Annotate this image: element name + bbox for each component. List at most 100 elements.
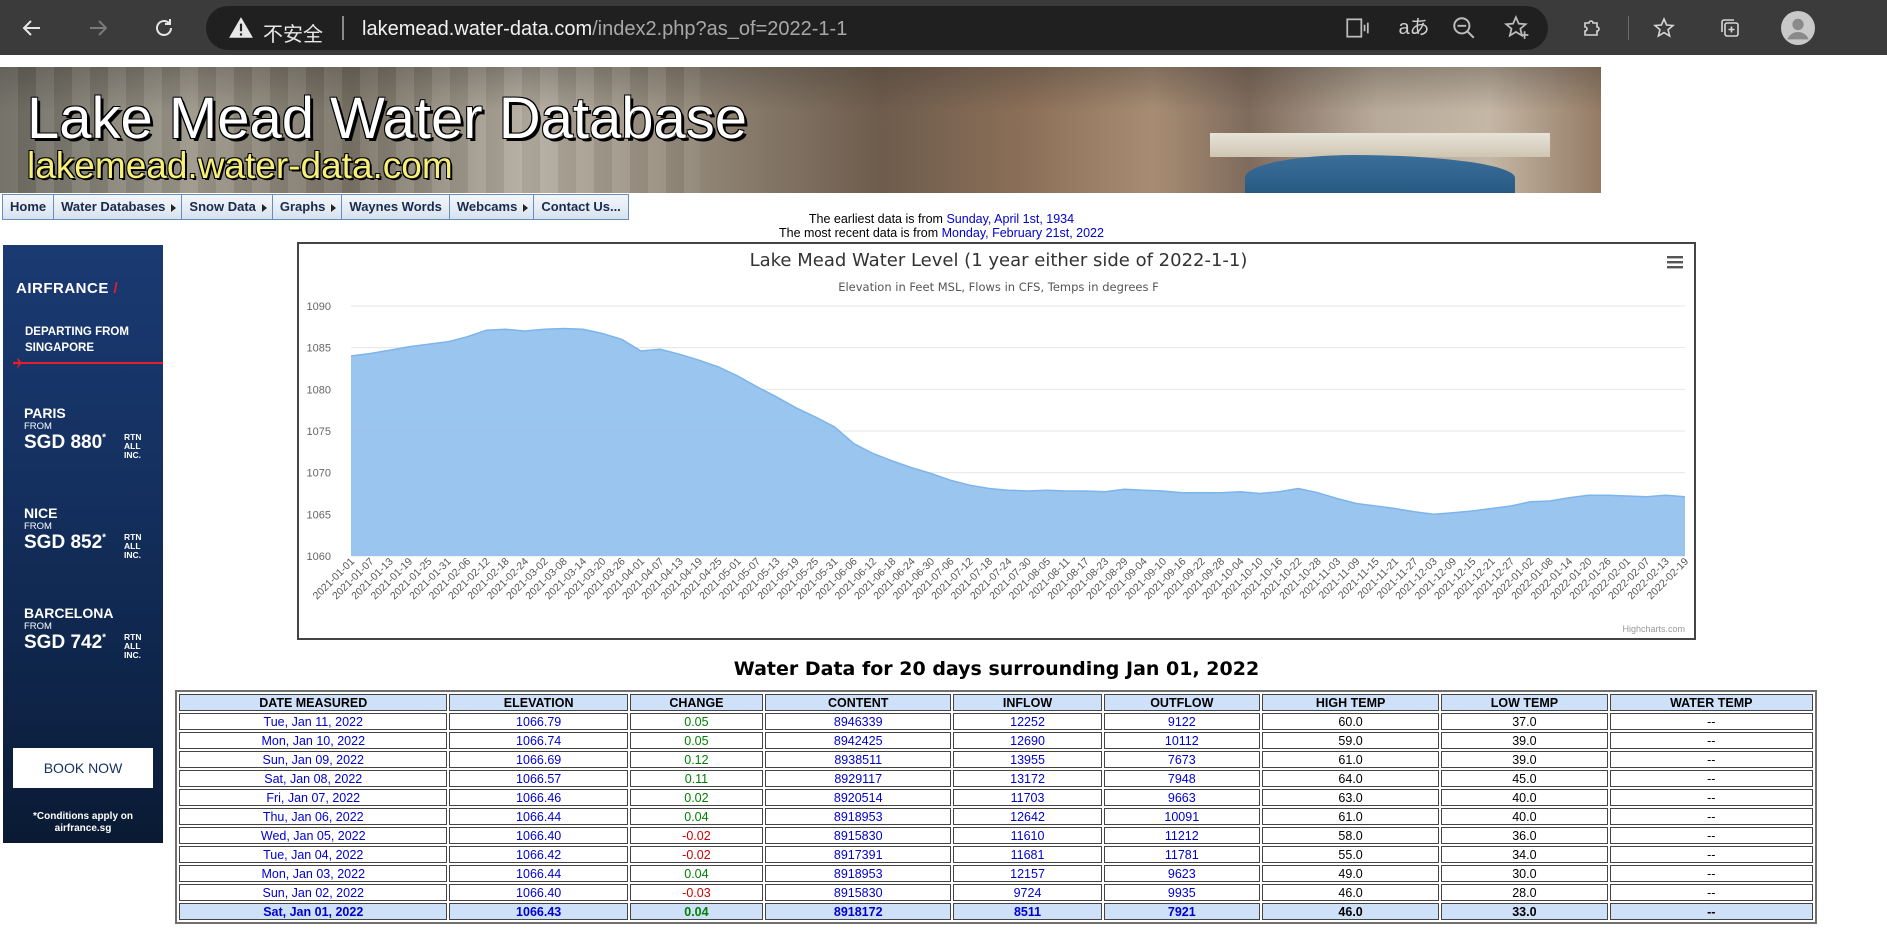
change-cell: -0.02 bbox=[629, 827, 764, 844]
change-cell: 0.02 bbox=[629, 789, 764, 806]
low-temp-cell: 45.0 bbox=[1441, 770, 1608, 787]
hamburger-icon[interactable] bbox=[1667, 256, 1683, 269]
table-title: Water Data for 20 days surrounding Jan 0… bbox=[733, 658, 1260, 680]
insecure-label[interactable]: 不安全 bbox=[263, 22, 323, 46]
ad-price-value: SGD 852 bbox=[24, 532, 103, 553]
low-temp-cell: 34.0 bbox=[1441, 846, 1608, 863]
ad-rtn: RTN ALL INC. bbox=[124, 433, 141, 460]
inflow-cell: 11610 bbox=[953, 827, 1102, 844]
y-tick-label: 1065 bbox=[307, 509, 331, 521]
book-now-button[interactable]: BOOK NOW bbox=[13, 748, 153, 788]
inflow-cell: 12252 bbox=[953, 713, 1102, 730]
recent-date-link[interactable]: Monday, February 21st, 2022 bbox=[941, 226, 1104, 240]
content-cell: 8929117 bbox=[765, 770, 952, 787]
inflow-cell: 12690 bbox=[953, 732, 1102, 749]
nav-graphs[interactable]: Graphs bbox=[271, 194, 343, 220]
collections-button[interactable] bbox=[1711, 9, 1749, 47]
read-aloud-icon[interactable] bbox=[1344, 15, 1370, 41]
date-cell[interactable]: Mon, Jan 03, 2022 bbox=[179, 865, 448, 882]
url-text[interactable]: lakemead.water-data.com/index2.php?as_of… bbox=[362, 18, 847, 41]
forward-button[interactable] bbox=[79, 9, 117, 47]
date-cell[interactable]: Sat, Jan 08, 2022 bbox=[179, 770, 448, 787]
nav-contact-us[interactable]: Contact Us... bbox=[533, 194, 629, 220]
address-separator bbox=[342, 16, 344, 40]
ad-price-mark: * bbox=[102, 632, 107, 644]
earliest-data-line: The earliest data is from Sunday, April … bbox=[0, 212, 1885, 226]
airfrance-ad[interactable]: AIRFRANCE / DEPARTING FROM SINGAPORE ✈ P… bbox=[3, 245, 163, 843]
change-cell: 0.05 bbox=[629, 713, 764, 730]
ad-departing-line1: DEPARTING FROM bbox=[25, 326, 129, 338]
extensions-button[interactable] bbox=[1573, 9, 1611, 47]
date-cell[interactable]: Tue, Jan 11, 2022 bbox=[179, 713, 448, 730]
high-temp-cell: 64.0 bbox=[1261, 770, 1440, 787]
high-temp-header: HIGH TEMP bbox=[1261, 694, 1440, 711]
outflow-header: OUTFLOW bbox=[1103, 694, 1260, 711]
change-cell: 0.04 bbox=[629, 865, 764, 882]
ad-departing-line2: SINGAPORE bbox=[25, 342, 95, 354]
water-data-table: DATE MEASURED ELEVATION CHANGE CONTENT INFLO… bbox=[175, 690, 1817, 924]
water-temp-cell: -- bbox=[1609, 713, 1813, 730]
water-temp-cell: -- bbox=[1609, 770, 1813, 787]
ad-conditions-line1: *Conditions apply on bbox=[33, 811, 133, 822]
water-level-chart: Lake Mead Water Level (1 year either sid… bbox=[297, 242, 1696, 640]
elevation-cell: 1066.40 bbox=[449, 827, 628, 844]
ad-price: SGD 852* bbox=[24, 532, 106, 554]
table-row: Sat, Jan 01, 2022 1066.43 0.04 8918172 8511 7… bbox=[179, 903, 1813, 920]
refresh-button[interactable] bbox=[145, 9, 183, 47]
high-temp-cell: 58.0 bbox=[1261, 827, 1440, 844]
table-row: Fri, Jan 07, 2022 1066.46 0.02 8920514 11703… bbox=[179, 789, 1813, 806]
ad-rtn-line2: ALL bbox=[124, 441, 141, 451]
add-favorite-icon[interactable] bbox=[1504, 14, 1530, 41]
ad-price-mark: * bbox=[102, 432, 107, 444]
y-tick-label: 1080 bbox=[307, 384, 331, 396]
water-temp-cell: -- bbox=[1609, 827, 1813, 844]
inflow-cell: 11703 bbox=[953, 789, 1102, 806]
outflow-cell: 9663 bbox=[1103, 789, 1260, 806]
profile-button[interactable] bbox=[1779, 9, 1817, 47]
url-host: lakemead.water-data.com bbox=[362, 18, 593, 40]
outflow-cell: 11212 bbox=[1103, 827, 1260, 844]
nav-water-databases[interactable]: Water Databases bbox=[53, 194, 183, 220]
avatar-icon bbox=[1781, 11, 1815, 45]
back-button[interactable] bbox=[13, 9, 51, 47]
nav-snow-data[interactable]: Snow Data bbox=[181, 194, 273, 220]
chart-title: Lake Mead Water Level (1 year either sid… bbox=[750, 250, 1248, 271]
date-cell[interactable]: Tue, Jan 04, 2022 bbox=[179, 846, 448, 863]
date-cell[interactable]: Sat, Jan 01, 2022 bbox=[179, 903, 448, 920]
high-temp-cell: 55.0 bbox=[1261, 846, 1440, 863]
high-temp-cell: 59.0 bbox=[1261, 732, 1440, 749]
content-cell: 8915830 bbox=[765, 884, 952, 901]
date-cell[interactable]: Fri, Jan 07, 2022 bbox=[179, 789, 448, 806]
elevation-cell: 1066.79 bbox=[449, 713, 628, 730]
high-temp-cell: 49.0 bbox=[1261, 865, 1440, 882]
chart-subtitle: Elevation in Feet MSL, Flows in CFS, Tem… bbox=[838, 280, 1159, 294]
date-cell[interactable]: Thu, Jan 06, 2022 bbox=[179, 808, 448, 825]
table-row: Thu, Jan 06, 2022 1066.44 0.04 8918953 12642… bbox=[179, 808, 1813, 825]
date-cell[interactable]: Sun, Jan 02, 2022 bbox=[179, 884, 448, 901]
highcharts-credit[interactable]: Highcharts.com bbox=[1622, 624, 1685, 634]
elevation-cell: 1066.43 bbox=[449, 903, 628, 920]
favorites-button[interactable] bbox=[1645, 9, 1683, 47]
elevation-cell: 1066.44 bbox=[449, 865, 628, 882]
water-temp-cell: -- bbox=[1609, 732, 1813, 749]
outflow-cell: 10112 bbox=[1103, 732, 1260, 749]
zoom-out-icon[interactable] bbox=[1451, 15, 1477, 41]
inflow-cell: 12157 bbox=[953, 865, 1102, 882]
content-cell: 8918953 bbox=[765, 808, 952, 825]
date-cell[interactable]: Sun, Jan 09, 2022 bbox=[179, 751, 448, 768]
low-temp-cell: 36.0 bbox=[1441, 827, 1608, 844]
elevation-cell: 1066.69 bbox=[449, 751, 628, 768]
date-cell[interactable]: Wed, Jan 05, 2022 bbox=[179, 827, 448, 844]
content-cell: 8938511 bbox=[765, 751, 952, 768]
content-cell: 8915830 bbox=[765, 827, 952, 844]
ad-from: FROM bbox=[24, 621, 52, 632]
translate-icon[interactable]: aあ bbox=[1398, 17, 1430, 39]
content-cell: 8918953 bbox=[765, 865, 952, 882]
high-temp-cell: 46.0 bbox=[1261, 903, 1440, 920]
content-cell: 8917391 bbox=[765, 846, 952, 863]
high-temp-cell: 46.0 bbox=[1261, 884, 1440, 901]
earliest-date-link[interactable]: Sunday, April 1st, 1934 bbox=[946, 212, 1075, 226]
water-temp-cell: -- bbox=[1609, 808, 1813, 825]
address-bar[interactable]: 不安全 lakemead.water-data.com/index2.php?a… bbox=[206, 6, 1548, 50]
date-cell[interactable]: Mon, Jan 10, 2022 bbox=[179, 732, 448, 749]
